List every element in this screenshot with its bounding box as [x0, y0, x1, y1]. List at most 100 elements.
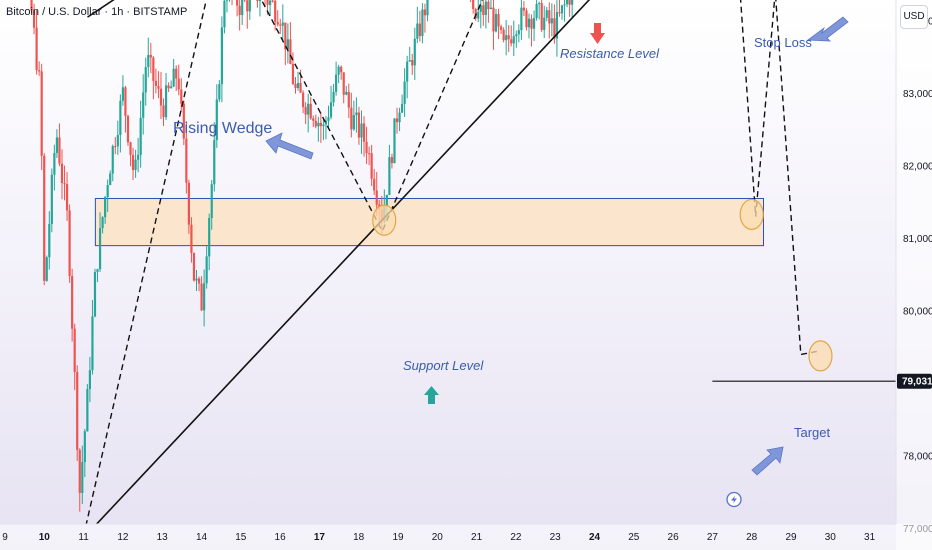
candle [543, 5, 546, 39]
candle [418, 10, 421, 42]
candle-body [284, 22, 287, 50]
candle [373, 168, 376, 196]
candle-body [568, 0, 571, 5]
candle [210, 179, 213, 230]
candle [393, 118, 396, 164]
candle [238, 0, 241, 31]
candle-body [403, 81, 406, 104]
candle-body [192, 252, 196, 281]
candle-body [162, 105, 165, 118]
candle [314, 114, 317, 129]
candle-body [101, 217, 104, 229]
candle-body [373, 178, 376, 191]
candle [93, 268, 97, 318]
candle-body [426, 0, 429, 16]
candle-body [294, 83, 297, 89]
candle-body [332, 91, 335, 103]
candle [205, 246, 208, 289]
price-tick-label: 82,000 [903, 161, 932, 172]
candle-body [213, 140, 216, 185]
lightning-glyph [731, 495, 738, 504]
candle-body [479, 5, 482, 12]
candle-body [65, 184, 69, 211]
candle-body [159, 88, 163, 106]
candles [30, 0, 574, 512]
date-tick-label: 12 [117, 532, 129, 543]
candle-body [395, 118, 399, 123]
candle [484, 0, 487, 29]
candle [126, 114, 130, 146]
candle-body [190, 224, 193, 253]
candle-body [38, 70, 41, 72]
candle-body [520, 7, 523, 31]
candle [264, 0, 266, 7]
candle [370, 144, 373, 186]
candle [65, 172, 69, 221]
candle-body [175, 68, 178, 79]
price-tick-label: 78,000 [903, 452, 932, 463]
candle-body [271, 0, 274, 2]
candle [307, 93, 310, 133]
candle [398, 107, 401, 132]
candle [76, 365, 79, 461]
candle [200, 276, 203, 311]
candle-body [225, 0, 229, 1]
candle [164, 72, 168, 121]
candle [550, 3, 553, 37]
symbol-title[interactable]: Bitcoin / U.S. Dollar · 1h · BITSTAMP [6, 6, 188, 18]
candle-body [532, 18, 536, 29]
date-tick-label: 28 [746, 532, 758, 543]
candle [88, 356, 92, 403]
candle-body [499, 26, 503, 30]
candle [352, 100, 355, 131]
candle-body [40, 71, 43, 156]
candle [269, 0, 272, 16]
candle [571, 0, 574, 19]
date-tick-label: 15 [235, 532, 247, 543]
candle-body [406, 61, 409, 82]
candle-body [60, 163, 64, 184]
candle-body [337, 66, 340, 75]
candle [30, 0, 33, 14]
date-tick-label: 14 [196, 532, 208, 543]
candle-body [205, 256, 208, 284]
candle-body [104, 197, 107, 218]
candle-body [218, 84, 221, 100]
candle [73, 323, 76, 391]
candle [55, 129, 59, 158]
candle-body [418, 23, 421, 37]
candle-body [543, 17, 546, 30]
candle [124, 85, 127, 133]
currency-button[interactable]: USD [900, 5, 928, 29]
candle [147, 37, 150, 78]
candle [548, 2, 551, 39]
date-tick-label: 19 [392, 532, 404, 543]
candle-body [258, 0, 262, 2]
candle [190, 217, 193, 263]
candle-body [164, 85, 168, 118]
candle-body [421, 9, 424, 37]
candle-body [472, 0, 475, 10]
candle-body [157, 85, 160, 89]
candle-body [565, 0, 569, 5]
candle [499, 24, 503, 34]
candle-body [281, 22, 284, 26]
candle [45, 255, 48, 282]
candle [284, 22, 287, 66]
price-tick-label: 80,000 [903, 306, 932, 317]
candle [180, 78, 183, 112]
candle-body [548, 10, 551, 24]
candle [340, 65, 343, 80]
candle-body [126, 115, 130, 143]
candle-body [203, 283, 206, 311]
candle [281, 4, 284, 43]
candle-body [152, 57, 155, 81]
candle-body [269, 0, 272, 5]
candle [139, 100, 142, 168]
candle [167, 82, 170, 92]
candle-body [350, 107, 353, 130]
candle-body [329, 102, 333, 118]
candle-body [352, 115, 355, 130]
candle-body [289, 39, 292, 64]
